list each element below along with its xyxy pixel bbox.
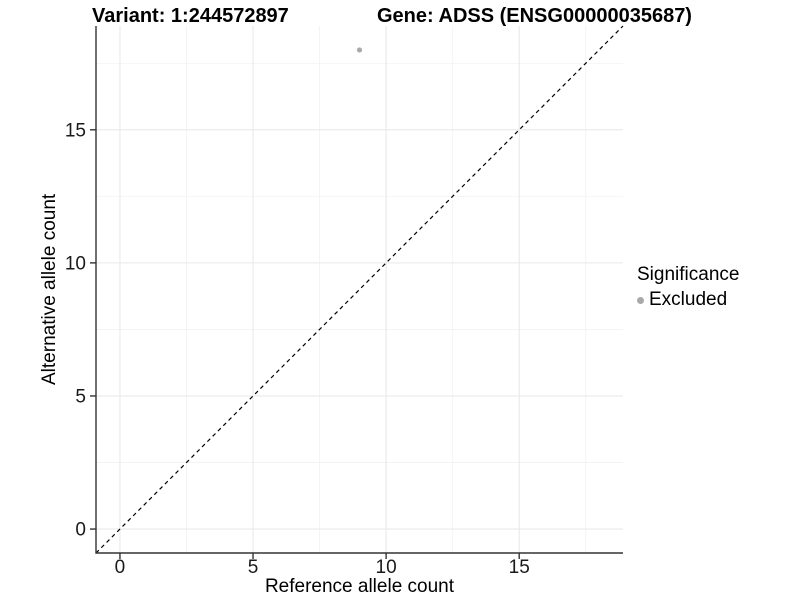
legend-item-excluded: Excluded xyxy=(637,289,739,311)
y-tick-label: 0 xyxy=(75,520,86,541)
x-tick-label: 0 xyxy=(115,557,126,578)
y-axis-title: Alternative allele count xyxy=(39,193,60,386)
plot-title-variant: Variant: 1:244572897 xyxy=(92,5,289,27)
legend-item-label: Excluded xyxy=(649,289,728,310)
y-tick-label: 15 xyxy=(65,120,86,141)
y-tick-label: 10 xyxy=(65,253,86,274)
x-tick-label: 10 xyxy=(376,557,397,578)
axis-lines xyxy=(95,26,623,554)
x-tick-label: 5 xyxy=(248,557,259,578)
legend-title: Significance xyxy=(637,264,740,285)
x-tick-label: 15 xyxy=(509,557,530,578)
x-axis-title: Reference allele count xyxy=(264,576,455,597)
y-tick-label: 5 xyxy=(75,386,86,407)
legend-marker-circle-icon xyxy=(637,296,644,304)
legend: Significance Excluded xyxy=(637,264,739,311)
data-point xyxy=(356,47,363,53)
plot-title-gene: Gene: ADSS (ENSG00000035687) xyxy=(377,5,692,27)
identity-line xyxy=(95,25,624,554)
